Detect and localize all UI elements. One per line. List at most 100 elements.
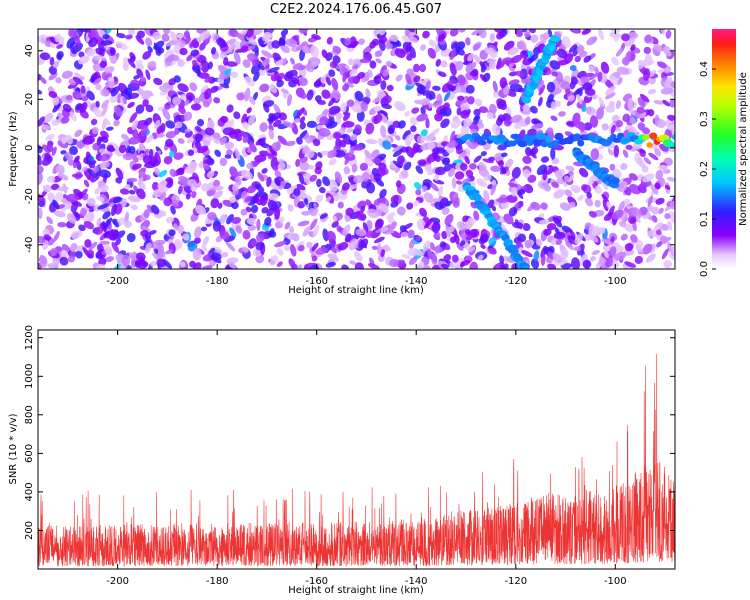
spectrogram-cell [354,262,364,269]
spectrogram-cell [329,61,337,69]
spectrogram-cell [130,204,138,210]
spectrogram-cell [219,230,230,240]
spectrogram-cell [261,168,268,174]
spectrogram-cell [654,147,662,157]
spectrogram-cell [372,38,380,46]
spectrogram-cell [306,120,317,128]
spectrogram-cell [447,168,456,177]
spectrogram-cell [274,170,282,179]
spectrogram-frame [37,28,676,270]
spectrogram-cell [451,177,457,189]
spectrogram-feature-cell [671,134,675,140]
spectrogram-cell [465,169,474,178]
spectrogram-cell [499,77,508,89]
spectrogram-cell [489,103,497,115]
spectrogram-cell [178,40,186,48]
spectrogram-cell [547,93,555,103]
spectrogram-cell [283,245,291,251]
spectrogram-feature-cell [522,265,530,269]
spectrogram-cell [581,105,587,112]
spectrogram-cell [467,53,475,62]
spectrogram-cell [165,216,175,224]
spectrogram-cell [164,102,171,110]
spectrogram-cell [459,240,466,247]
spectrogram-cell [404,133,415,144]
spectrogram-feature-cell [535,132,547,140]
spectrogram-cell [414,182,422,190]
spectrogram-cell [87,168,97,179]
spectrogram-cell [184,99,190,106]
spectrogram-cell [145,104,154,113]
spectrogram-cell [565,241,575,251]
snr-y-axis-label: SNR (10 * v/v) [8,413,19,484]
spectrogram-cell [541,254,546,266]
spectrogram-cell [366,182,376,194]
spectrogram-cell [317,152,323,158]
spectrogram-cell [104,256,115,263]
spectrogram-cell [86,249,95,258]
spectrogram-cell [372,96,383,103]
spectrogram-cell [312,225,320,238]
spectrogram-cell [642,173,655,183]
spectrogram-cell [210,255,222,264]
spectrogram-cell [115,41,128,50]
spectrogram-cell [463,117,473,127]
spectrogram-cell [553,189,565,199]
spectrogram-cell [410,125,417,133]
spectrogram-cell [507,47,519,56]
spectrogram-cell [241,113,248,125]
spectrogram-cell [577,243,585,256]
spectrogram-cell [57,173,69,181]
spectrogram-cell [127,195,141,203]
spectrogram-cell [41,37,46,44]
spectrogram-cell [57,221,67,228]
spectrogram-cell [199,30,211,41]
spectrogram-cell [213,34,220,41]
spectrogram-cell [255,184,265,193]
x-tick-label: -120 [504,576,527,587]
spectrogram-cell [78,224,86,232]
spectrogram-cell [189,82,198,92]
spectrogram-cell [452,192,459,200]
spectrogram-cell [84,239,92,248]
spectrogram-cell [440,263,449,269]
spectrogram-cell [52,103,61,113]
spectrogram-cell [452,200,460,208]
spectrogram-cell [409,35,418,44]
spectrogram-cell [229,227,237,238]
spectrogram-cell [192,59,198,67]
spectrogram-cell [465,84,475,94]
spectrogram-cell [313,202,318,210]
spectrogram-cell [573,86,585,96]
spectrogram-cell [570,184,577,192]
spectrogram-cell [449,49,457,61]
x-tick-label: -120 [504,276,527,287]
spectrogram-cell [325,261,336,268]
spectrogram-cell [436,93,443,106]
spectrogram-cell [302,226,311,237]
spectrogram-cell [358,238,369,249]
spectrogram-cell [665,29,672,39]
spectrogram-cell [444,213,454,226]
spectrogram-cell [259,83,270,93]
spectrogram-feature-cell [536,69,544,77]
spectrogram-cell [370,149,380,158]
spectrogram-cell [232,183,240,192]
spectrogram-cell [510,54,523,64]
spectrogram-cell [355,210,365,221]
spectrogram-cell [401,169,409,179]
spectrogram-cell [219,157,228,167]
spectrogram-cell [458,29,466,33]
spectrogram-cell [72,90,82,100]
spectrogram-cell [436,29,444,36]
spectrogram-cell [648,77,656,85]
spectrogram-cell [573,246,581,252]
spectrogram-cell [49,56,55,66]
spectrogram-cell [136,252,146,262]
spectrogram-cell [546,81,556,93]
spectrogram-cell [455,46,465,56]
spectrogram-cell [556,59,570,66]
spectrogram-cell [356,110,365,122]
spectrogram-cell [530,105,538,114]
spectrogram-cell [289,226,295,234]
